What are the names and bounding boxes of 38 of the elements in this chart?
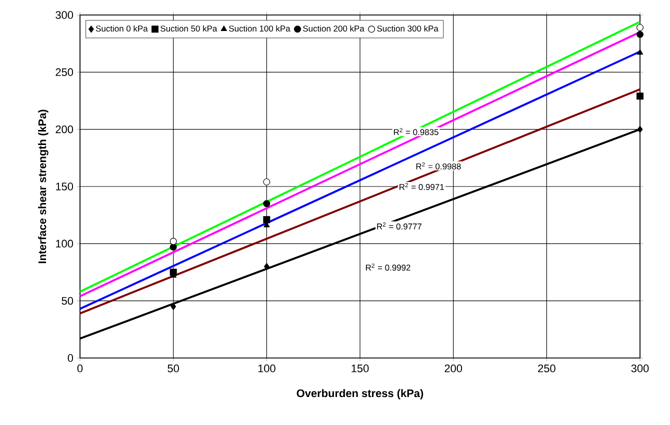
x-tick-label: 300: [631, 364, 649, 372]
x-tick-label: 200: [444, 364, 462, 372]
x-tick-label: 100: [258, 364, 276, 372]
point: [263, 200, 270, 208]
x-tick-label: 250: [538, 364, 556, 372]
annotation: R$^{2}$ = 0.9777: [377, 222, 422, 230]
point: [636, 92, 644, 100]
point: [636, 30, 644, 38]
y-tick-label: 0: [68, 354, 74, 362]
y-tick-label: 150: [56, 182, 74, 190]
y-tick-label: 50: [62, 296, 74, 305]
y-tick-label: 250: [56, 68, 74, 76]
point: [263, 216, 270, 224]
point: [170, 303, 176, 310]
annotation: R$^{2}$ = 0.9988: [416, 162, 461, 170]
point: [264, 263, 270, 270]
annotation: R$^{2}$ = 0.9992: [366, 264, 410, 271]
point: [170, 238, 177, 245]
point: [263, 178, 270, 186]
point: [637, 126, 643, 133]
point: [170, 244, 177, 251]
x-tick-label: 150: [352, 364, 369, 372]
x-tick-label: 0: [77, 364, 83, 372]
y-tick-label: 100: [56, 240, 74, 248]
y-tick-label: 300: [56, 11, 74, 19]
y-tick-label: 200: [56, 125, 74, 134]
legend-label: Suction 200 kPa: [303, 25, 364, 32]
x-tick-label: 50: [168, 364, 179, 372]
x-axis-title: Overburden stress (kPa): [296, 389, 424, 400]
legend-label: Suction 50 kPa: [160, 25, 218, 32]
point: [636, 24, 644, 32]
legend-label: Suction 100 kPa: [229, 25, 290, 32]
annotation: R$^{2}$ = 0.9835: [394, 128, 438, 136]
point: [636, 49, 644, 55]
y-axis-title: Interface shear strength (kPa): [38, 110, 48, 264]
annotation: R$^{2}$ = 0.9971: [400, 182, 444, 190]
legend-label: Suction 300 kPa: [377, 25, 438, 32]
legend-label: Suction 0 kPa: [96, 25, 148, 32]
